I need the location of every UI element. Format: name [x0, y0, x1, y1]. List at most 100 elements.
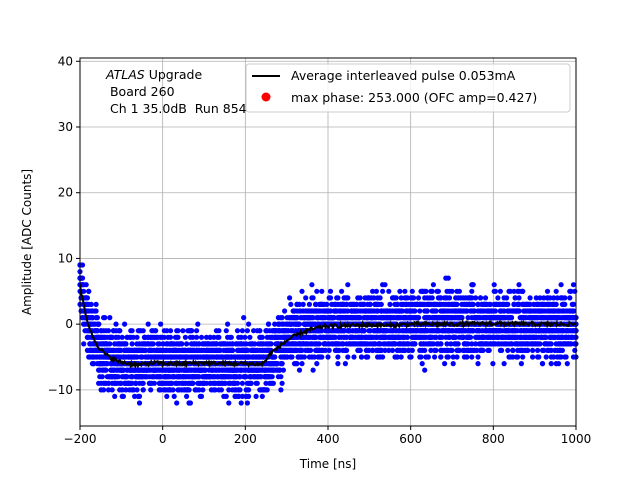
scatter-point [486, 347, 492, 353]
scatter-point [492, 308, 498, 314]
scatter-point [572, 347, 578, 353]
x-tick-label: 0 [159, 432, 167, 446]
scatter-point [402, 347, 408, 353]
scatter-point [203, 334, 210, 340]
scatter-point [394, 354, 400, 360]
scatter-point [195, 321, 201, 327]
scatter-point [473, 295, 479, 301]
scatter-point [482, 295, 489, 301]
scatter-point [129, 328, 135, 334]
scatter-point [175, 328, 181, 334]
scatter-point [406, 347, 412, 353]
scatter-point [570, 308, 577, 314]
scatter-point [105, 387, 112, 393]
scatter-point [140, 328, 146, 334]
scatter-point [570, 301, 577, 307]
scatter-point [265, 321, 272, 327]
scatter-point [454, 301, 460, 307]
scatter-point [351, 354, 357, 360]
scatter-point [570, 282, 577, 288]
scatter-point [136, 400, 143, 406]
scatter-point [477, 295, 484, 301]
scatter-point [567, 295, 573, 301]
scatter-point [279, 315, 285, 321]
scatter-point [492, 288, 498, 294]
scatter-point [303, 295, 309, 301]
annotation-line-1: ATLAS Upgrade [105, 67, 202, 82]
scatter-point [194, 334, 200, 340]
scatter-point [118, 347, 124, 353]
scatter-point [115, 334, 121, 340]
scatter-point [196, 341, 202, 347]
scatter-point [392, 341, 398, 347]
scatter-point [184, 393, 190, 399]
scatter-point [145, 321, 151, 327]
scatter-point [254, 380, 260, 386]
x-tick-label: −200 [64, 432, 97, 446]
scatter-point [536, 354, 542, 360]
scatter-point [96, 321, 102, 327]
scatter-point [196, 387, 202, 393]
scatter-point [438, 295, 444, 301]
scatter-point [105, 380, 112, 386]
scatter-point [445, 354, 451, 360]
scatter-point [505, 347, 511, 353]
scatter-point [252, 341, 258, 347]
scatter-point [435, 288, 441, 294]
scatter-point [81, 288, 87, 294]
scatter-point [164, 328, 170, 334]
scatter-point [375, 308, 381, 314]
scatter-point [113, 321, 119, 327]
scatter-point [564, 361, 570, 367]
scatter-point [223, 328, 229, 334]
scatter-point [103, 367, 109, 373]
y-axis-title: Amplitude [ADC Counts] [20, 169, 34, 315]
scatter-point [510, 347, 516, 353]
scatter-point [449, 347, 455, 353]
scatter-point [454, 354, 460, 360]
scatter-point [357, 295, 363, 301]
scatter-point [282, 308, 288, 314]
scatter-point [572, 288, 578, 294]
scatter-point [373, 288, 379, 294]
scatter-point [310, 367, 316, 373]
scatter-point [79, 275, 86, 281]
scatter-point [495, 295, 501, 301]
scatter-point [99, 374, 105, 380]
scatter-point [234, 328, 241, 334]
scatter-point [470, 301, 476, 307]
scatter-point [129, 380, 135, 386]
scatter-point [242, 334, 248, 340]
scatter-point [158, 374, 164, 380]
scatter-point [167, 334, 174, 340]
scatter-point [120, 393, 126, 399]
plot-area [77, 57, 579, 427]
scatter-point [345, 295, 351, 301]
scatter-point [211, 334, 217, 340]
scatter-point [324, 301, 330, 307]
scatter-point [404, 295, 410, 301]
scatter-point [203, 380, 210, 386]
scatter-point [344, 347, 350, 353]
scatter-point [468, 334, 474, 340]
scatter-point [123, 341, 129, 347]
scatter-point [296, 301, 303, 307]
y-tick-label: 10 [58, 251, 73, 265]
scatter-point [393, 295, 399, 301]
scatter-point [134, 334, 140, 340]
scatter-point [361, 328, 367, 334]
scatter-point [335, 354, 341, 360]
scatter-point [280, 367, 286, 373]
scatter-point [553, 288, 559, 294]
scatter-point [161, 334, 167, 340]
scatter-point [216, 328, 222, 334]
scatter-point [186, 387, 192, 393]
scatter-point [257, 328, 263, 334]
scatter-point [475, 361, 481, 367]
scatter-point [497, 288, 503, 294]
scatter-point [345, 282, 351, 288]
scatter-point [274, 361, 280, 367]
scatter-point [184, 341, 190, 347]
scatter-point [143, 347, 149, 353]
scatter-point [122, 321, 128, 327]
